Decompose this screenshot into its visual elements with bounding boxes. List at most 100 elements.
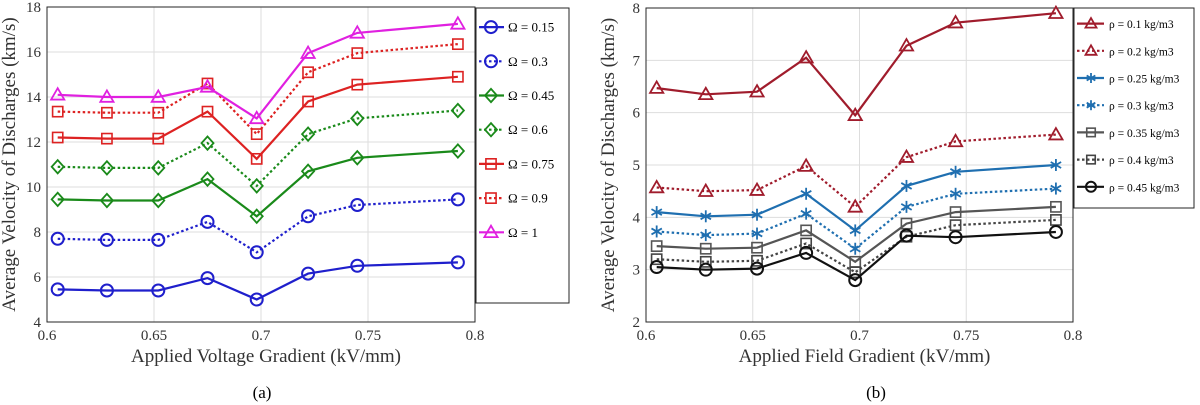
- data-point: [800, 224, 813, 237]
- data-point: [750, 261, 765, 276]
- data-point: [949, 187, 962, 200]
- data-point: [849, 266, 862, 279]
- series-line: [57, 149, 458, 218]
- x-tick-label: 0.75: [953, 328, 979, 344]
- data-point-stroke: [751, 229, 763, 238]
- y-tick-label: 2: [633, 315, 641, 331]
- legend-marker-stroke: [1086, 74, 1096, 82]
- data-point: [800, 237, 813, 250]
- legend-label: Ω = 0.45: [508, 88, 554, 103]
- data-point: [200, 271, 215, 286]
- x-axis-label: Applied Field Gradient (kV/mm): [739, 346, 991, 367]
- data-point: [751, 254, 763, 267]
- data-point-stroke: [949, 168, 962, 176]
- data-point: [797, 157, 815, 172]
- data-point: [700, 210, 712, 223]
- data-point: [249, 208, 264, 225]
- data-point-stroke: [849, 244, 861, 253]
- y-tick-label: 7: [633, 53, 641, 69]
- data-point: [450, 143, 466, 159]
- data-point: [450, 102, 466, 119]
- x-tick-label: 0.6: [637, 328, 656, 344]
- data-point: [800, 207, 812, 220]
- x-tick-label: 0.75: [355, 328, 381, 344]
- data-point: [949, 206, 962, 218]
- data-point: [648, 79, 665, 94]
- legend-label: ρ = 0.4 kg/m3: [1109, 155, 1174, 167]
- data-point: [450, 255, 465, 270]
- y-tick-label: 4: [34, 315, 42, 331]
- series-line: [656, 230, 1056, 282]
- series-2: [50, 192, 465, 260]
- x-tick-label: 0.8: [466, 328, 485, 344]
- legend: Ω = 0.15 Ω = 0.3 Ω = 0.45 Ω = 0.6 Ω = 0.75 Ω …: [475, 7, 570, 304]
- data-point: [99, 192, 115, 209]
- data-point: [51, 131, 64, 144]
- data-point: [751, 241, 763, 254]
- series-1: [648, 4, 1065, 121]
- data-point: [101, 132, 113, 145]
- data-point: [900, 179, 913, 192]
- data-point: [50, 158, 65, 175]
- data-point: [200, 171, 215, 188]
- data-point: [99, 283, 114, 298]
- data-point: [651, 206, 663, 219]
- data-point: [50, 282, 65, 297]
- series-line: [57, 22, 458, 120]
- data-point: [648, 179, 665, 194]
- data-point: [947, 14, 964, 29]
- data-point-stroke: [1050, 161, 1062, 169]
- data-point: [849, 242, 861, 255]
- series-line: [656, 218, 1056, 274]
- series-1: [50, 255, 465, 307]
- legend-label: Ω = 1: [508, 225, 538, 240]
- data-point: [751, 227, 763, 240]
- x-tick-label: 0.6: [38, 328, 57, 344]
- y-tick-label: 8: [633, 1, 641, 17]
- data-point: [151, 192, 166, 209]
- data-point: [748, 83, 766, 98]
- x-tick-label: 0.7: [252, 328, 271, 344]
- y-axis-label: Average Velocity of Discharges (km/s): [598, 18, 619, 312]
- data-point: [700, 229, 712, 242]
- legend-marker: [1086, 100, 1096, 111]
- series-line: [57, 75, 458, 161]
- x-tick-label: 0.8: [1064, 328, 1083, 344]
- data-point: [799, 245, 814, 260]
- series-7: [649, 224, 1063, 288]
- data-point: [151, 232, 166, 247]
- y-tick-label: 3: [633, 263, 641, 279]
- data-point: [350, 198, 365, 212]
- data-point-stroke: [700, 212, 712, 221]
- y-tick-label: 4: [633, 210, 641, 226]
- data-point: [50, 231, 65, 246]
- legend-marker: [485, 192, 497, 204]
- y-tick-label: 6: [34, 270, 42, 286]
- y-tick-label: 16: [26, 45, 42, 61]
- y-tick-label: 18: [26, 0, 41, 16]
- series-4: [651, 182, 1062, 255]
- data-point: [302, 95, 314, 108]
- legend-label: ρ = 0.1 kg/m3: [1109, 19, 1174, 31]
- legend-label: ρ = 0.3 kg/m3: [1109, 101, 1174, 113]
- data-point: [101, 106, 113, 119]
- data-point: [349, 24, 366, 39]
- series-line: [57, 198, 458, 254]
- data-point-stroke: [751, 210, 763, 219]
- y-tick-label: 6: [633, 106, 641, 122]
- legend: ρ = 0.1 kg/m3 ρ = 0.2 kg/m3 ρ = 0.25 kg/m3…: [1073, 7, 1195, 209]
- data-point: [250, 128, 263, 141]
- data-point: [248, 109, 265, 125]
- data-point: [698, 262, 713, 277]
- legend-label: Ω = 0.75: [508, 156, 554, 171]
- x-axis-label: Applied Voltage Gradient (kV/mm): [131, 346, 401, 367]
- legend-marker: [484, 20, 498, 35]
- data-point: [302, 66, 314, 79]
- panel-caption: (b): [866, 383, 886, 402]
- data-point: [350, 258, 365, 273]
- legend-box: [475, 7, 570, 304]
- data-point: [351, 47, 364, 60]
- data-point: [301, 266, 316, 281]
- data-point-stroke: [949, 190, 962, 198]
- data-point-stroke: [800, 190, 812, 198]
